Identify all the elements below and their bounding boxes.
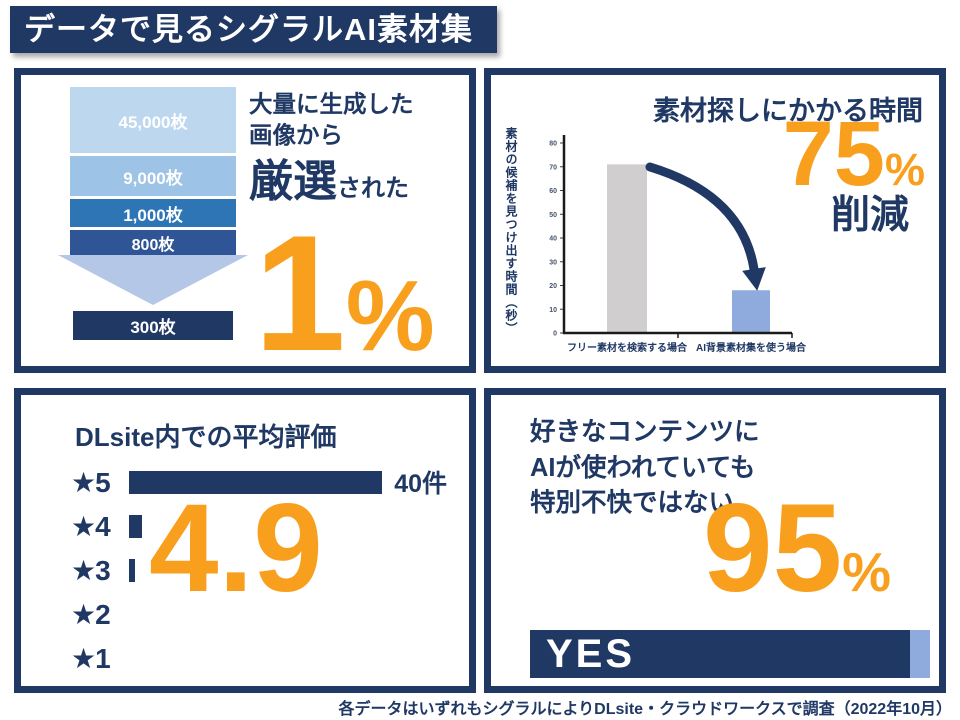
- chart-title: 素材探しにかかる時間: [653, 96, 923, 126]
- panel-search-time: 素材探しにかかる時間 素材の候補を見つけ出す時間（秒） 0 10 20 30 40 50 6…: [484, 68, 946, 373]
- star-5-label: ★5: [71, 466, 111, 498]
- emphasis-word: 厳選: [249, 157, 337, 207]
- big-unit: %: [884, 144, 925, 195]
- big-number: 95: [703, 479, 843, 618]
- rating-row-1: ★1: [71, 642, 447, 674]
- funnel-down-arrow-icon: [58, 255, 248, 305]
- yes-bar-segment: YES: [530, 630, 910, 678]
- question-line-2: AIが使われていても: [530, 453, 756, 482]
- funnel-stage-3: 1,000枚: [70, 199, 236, 230]
- y-axis-label: 素材の候補を見つけ出す時間（秒）: [504, 127, 518, 335]
- funnel-stage-2: 9,000枚: [70, 156, 236, 199]
- caption-emphasis-row: 厳選された: [249, 153, 414, 211]
- selection-rate-value: 1%: [254, 211, 435, 376]
- svg-text:80: 80: [549, 141, 557, 148]
- rating-row-2: ★2: [71, 598, 447, 630]
- funnel-stage-5: 300枚: [73, 311, 233, 340]
- rating-rows: ★5 40件 ★4 ★3 ★2 ★1: [71, 467, 447, 687]
- star-2-label: ★2: [71, 598, 111, 630]
- svg-text:40: 40: [549, 236, 557, 243]
- rating-count-5: 40件: [394, 470, 447, 498]
- rating-row-3: ★3: [71, 554, 447, 586]
- caption-line-2: 画像から: [249, 122, 343, 149]
- rating-row-4: ★4: [71, 510, 447, 542]
- reduction-value: 75% 削減: [783, 108, 925, 238]
- svg-text:60: 60: [549, 188, 557, 195]
- funnel-stage-1: 45,000枚: [70, 87, 236, 156]
- rating-bar-4: [129, 514, 142, 538]
- reduction-number-row: 75%: [783, 108, 925, 200]
- reduction-label: 削減: [830, 194, 909, 238]
- svg-text:10: 10: [549, 307, 557, 314]
- panel-sentiment: 好きなコンテンツに AIが使われていても 特別不快ではない 95% YES: [484, 388, 946, 693]
- rating-title: DLsite内での平均評価: [75, 422, 337, 452]
- yes-bar: YES: [530, 630, 930, 678]
- emphasis-suffix: された: [337, 175, 409, 203]
- svg-text:フリー素材を検索する場合: フリー素材を検索する場合: [567, 341, 688, 354]
- reduction-arrow-icon: [645, 162, 766, 291]
- remainder-bar-segment: [910, 630, 930, 678]
- rating-bar-3: [129, 558, 136, 582]
- svg-text:50: 50: [549, 212, 557, 219]
- rating-row-5: ★5 40件: [71, 466, 447, 499]
- time-chart: 素材の候補を見つけ出す時間（秒） 0 10 20 30 40 50 60 70 80 フリー素材を…: [503, 121, 810, 376]
- plot-group: 0 10 20 30 40 50 60 70 80 フリー素材を検索する場合 AI背景素材集を使う場…: [549, 135, 807, 354]
- big-unit: %: [842, 541, 891, 603]
- selection-caption: 大量に生成した 画像から 厳選された: [249, 89, 414, 211]
- question-line-3: 特別不快ではない: [530, 489, 735, 518]
- rating-bar-5: [129, 470, 383, 494]
- yes-label: YES: [546, 631, 636, 676]
- svg-text:30: 30: [549, 259, 557, 266]
- big-number: 1: [254, 201, 346, 386]
- svg-text:0: 0: [553, 331, 557, 338]
- svg-text:70: 70: [549, 164, 557, 171]
- star-4-label: ★4: [71, 510, 111, 542]
- rating-average: 4.9: [149, 479, 323, 618]
- panel-rating: DLsite内での平均評価 ★5 40件 ★4 ★3 ★2: [14, 388, 476, 693]
- sentiment-question: 好きなコンテンツに AIが使われていても 特別不快ではない: [530, 415, 760, 522]
- question-line-1: 好きなコンテンツに: [530, 418, 760, 446]
- panel-selection-rate: 45,000枚 9,000枚 1,000枚 800枚 300枚 大量に生成した …: [14, 68, 476, 376]
- big-unit: %: [345, 260, 435, 373]
- funnel-diagram: 45,000枚 9,000枚 1,000枚 800枚 300枚: [58, 87, 248, 340]
- svg-text:AI背景素材集を使う場合: AI背景素材集を使う場合: [696, 341, 807, 354]
- star-1-label: ★1: [71, 642, 111, 674]
- star-3-label: ★3: [71, 554, 111, 586]
- svg-text:20: 20: [549, 283, 557, 290]
- caption-line-1: 大量に生成した: [249, 91, 414, 117]
- yes-value: 95%: [703, 486, 891, 611]
- big-number: 75: [782, 103, 885, 205]
- footer-note: 各データはいずれもシグラルによりDLsite・クラウドワークスで調査（2022年…: [338, 701, 953, 718]
- funnel-stage-4: 800枚: [70, 230, 236, 255]
- page-title: データで見るシグラルAI素材集: [10, 6, 497, 53]
- time-chart-svg: 0 10 20 30 40 50 60 70 80 フリー素材を検索する場合 AI背景素材集を使う場…: [549, 135, 807, 354]
